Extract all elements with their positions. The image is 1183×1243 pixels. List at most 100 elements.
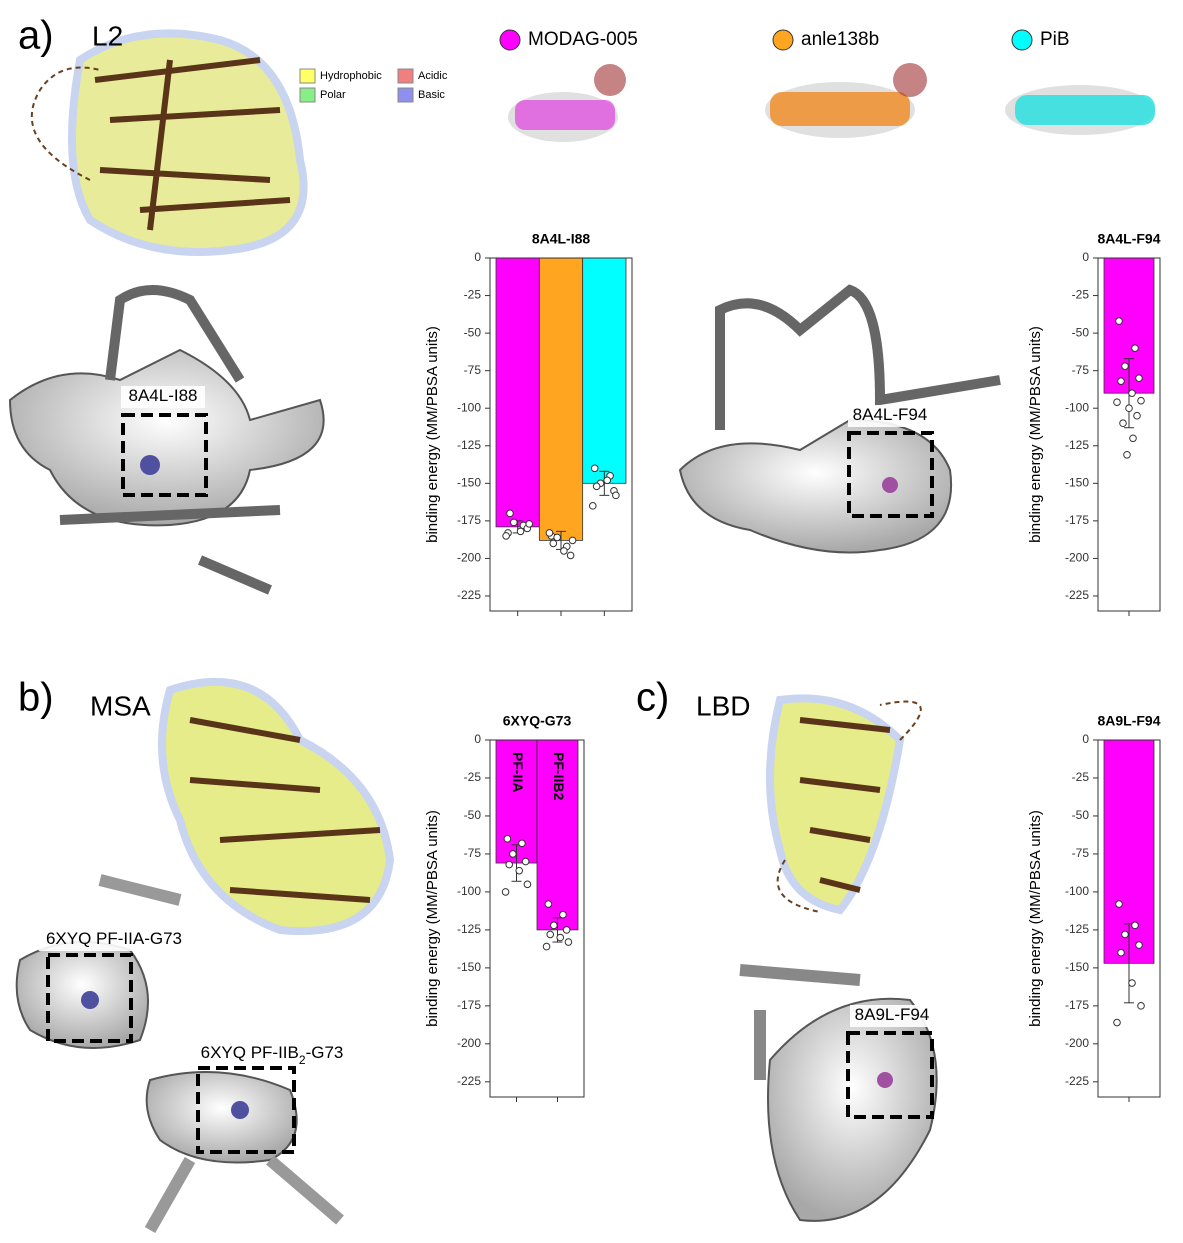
- data-point: [1117, 948, 1125, 957]
- data-point: [1131, 921, 1139, 930]
- data-point: [1113, 398, 1121, 407]
- bar: [495, 257, 540, 528]
- data-point: [505, 860, 514, 869]
- y-tick-label: 0: [1082, 250, 1089, 264]
- data-point: [523, 880, 532, 889]
- y-tick-label: -75: [1072, 363, 1090, 377]
- y-axis-label: binding energy (MM/PBSA units): [424, 326, 441, 543]
- y-tick-label: -25: [464, 770, 482, 784]
- plot-frame: [1097, 257, 1161, 612]
- data-point: [506, 509, 514, 518]
- y-tick-label: -25: [464, 288, 482, 302]
- legend-label: anle138b: [801, 29, 879, 50]
- data-point: [1133, 411, 1141, 420]
- data-point: [503, 834, 512, 843]
- y-axis-label: binding energy (MM/PBSA units): [1027, 810, 1044, 1027]
- y-tick-label: -25: [1072, 288, 1090, 302]
- data-point: [1123, 450, 1131, 459]
- residue-label: Basic: [418, 89, 445, 101]
- chart-title: 8A4L-F94: [1097, 231, 1160, 247]
- legend-swatch: [772, 29, 794, 51]
- data-point: [1119, 419, 1127, 428]
- data-point: [542, 942, 551, 951]
- data-point: [516, 527, 525, 536]
- plot-frame: [489, 257, 633, 612]
- data-point: [509, 850, 517, 858]
- data-point: [612, 491, 620, 500]
- y-tick-label: -125: [457, 438, 481, 452]
- y-tick-label: -150: [457, 475, 481, 489]
- y-tick-label: -150: [1065, 475, 1089, 489]
- data-point: [1115, 900, 1123, 908]
- structure-label: 8A4L-I88: [129, 386, 198, 405]
- y-tick-label: -125: [1065, 438, 1089, 452]
- data-point: [588, 502, 597, 510]
- data-point: [525, 520, 534, 528]
- data-point: [546, 930, 555, 939]
- bar-category-label: PF-IIA: [510, 752, 526, 792]
- label-box: [38, 929, 190, 951]
- y-tick-label: -200: [1065, 551, 1089, 565]
- legend-label: MODAG-005: [528, 29, 638, 50]
- panel-name: LBD: [696, 690, 750, 721]
- y-tick-label: -50: [1072, 808, 1090, 822]
- structure-label-part: -G73: [306, 1043, 344, 1062]
- data-point: [1137, 396, 1145, 405]
- data-point: [556, 933, 565, 942]
- data-point: [545, 529, 554, 537]
- data-point: [549, 539, 558, 548]
- data-point: [515, 866, 524, 875]
- label-box: [192, 1043, 352, 1065]
- data-point: [559, 910, 567, 919]
- y-tick-label: -200: [457, 551, 481, 565]
- y-tick-label: -225: [1065, 1074, 1089, 1088]
- panel-name: L2: [92, 20, 123, 51]
- panel-letter: b): [18, 676, 54, 720]
- data-point: [1129, 434, 1137, 443]
- panel-letter: c): [636, 676, 669, 720]
- data-point: [1137, 1002, 1145, 1010]
- y-tick-label: -50: [464, 325, 482, 339]
- y-axis-label: binding energy (MM/PBSA units): [1027, 326, 1044, 543]
- residue-swatch: [299, 87, 316, 103]
- label-box: [121, 386, 205, 408]
- y-tick-label: -225: [457, 588, 481, 602]
- structure-label-part: 8A4L-I88: [129, 386, 198, 405]
- y-tick-label: -150: [1065, 960, 1089, 974]
- residue-label: Hydrophobic: [320, 70, 382, 82]
- y-tick-label: -100: [457, 884, 481, 898]
- y-tick-label: -75: [464, 846, 482, 860]
- data-point: [562, 926, 571, 934]
- data-point: [553, 533, 561, 542]
- y-tick-label: 0: [474, 250, 481, 264]
- data-point: [550, 921, 558, 930]
- structure-label: 6XYQ PF-IIA-G73: [46, 929, 182, 948]
- y-tick-label: 0: [474, 732, 481, 746]
- bar: [538, 257, 584, 541]
- plot-frame: [1097, 739, 1161, 1098]
- data-point: [566, 551, 575, 560]
- y-tick-label: -175: [1065, 998, 1089, 1012]
- data-point: [1128, 389, 1136, 397]
- y-tick-label: -175: [1065, 513, 1089, 527]
- data-point: [501, 888, 510, 896]
- y-tick-label: -100: [1065, 400, 1089, 414]
- y-tick-label: -200: [1065, 1036, 1089, 1050]
- data-point: [1131, 344, 1139, 352]
- data-point: [1135, 941, 1143, 949]
- plot-frame: [489, 739, 585, 1098]
- chart-title: 8A9L-F94: [1097, 713, 1160, 729]
- residue-swatch: [397, 68, 414, 84]
- structure-label: 8A4L-F94: [853, 405, 928, 424]
- data-point: [560, 547, 568, 555]
- y-tick-label: -100: [1065, 884, 1089, 898]
- label-box: [850, 1005, 934, 1027]
- structure-label-part: 8A9L-F94: [855, 1005, 930, 1024]
- residue-label: Acidic: [418, 70, 448, 82]
- y-tick-label: -200: [457, 1036, 481, 1050]
- data-point: [510, 518, 518, 527]
- y-tick-label: -75: [1072, 846, 1090, 860]
- y-tick-label: -100: [457, 400, 481, 414]
- data-point: [1121, 362, 1129, 370]
- y-tick-label: -150: [457, 960, 481, 974]
